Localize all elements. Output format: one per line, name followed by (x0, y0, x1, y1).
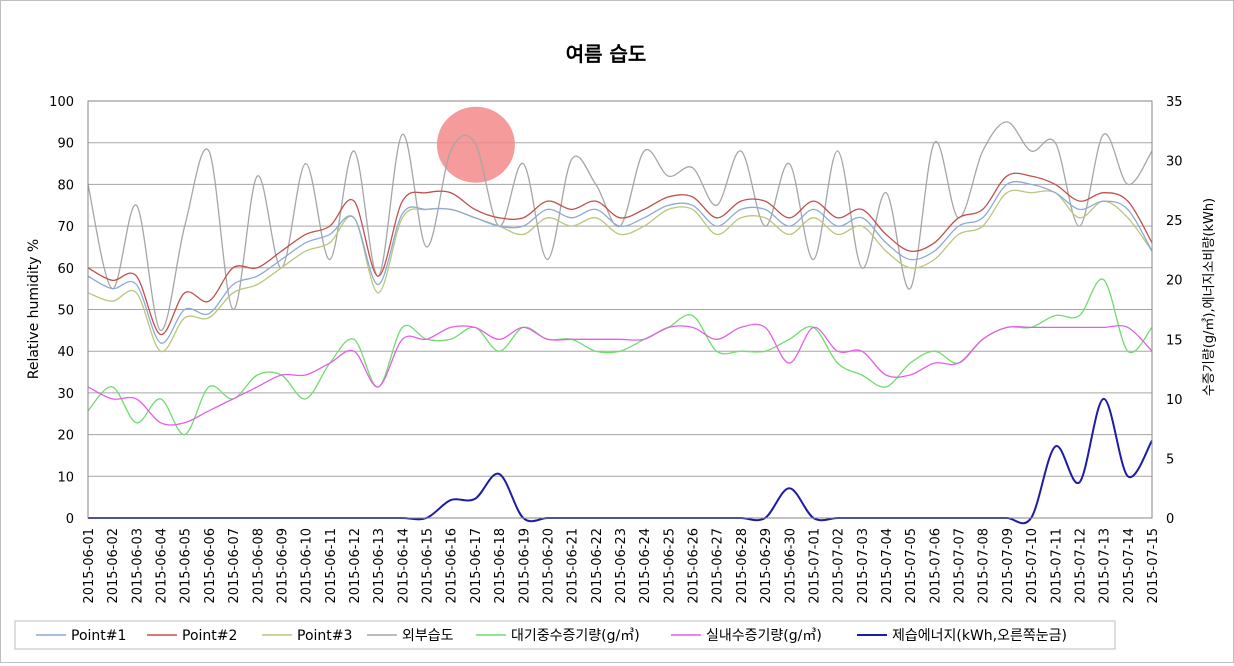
legend-label-point2: Point#2 (182, 628, 237, 644)
legend-label-energy: 제습에너지(kWh,오른쪽눈금) (892, 628, 1067, 644)
y-tick-label-left: 40 (57, 345, 74, 360)
right-tick-labels: 0 5 10 15 20 25 30 35 (1166, 95, 1183, 527)
x-tick-label: 2015-07-05 (904, 528, 919, 604)
x-tick-label: 2015-06-20 (541, 528, 556, 604)
y-tick-label-right: 15 (1166, 333, 1183, 348)
y-tick-label-left: 10 (57, 470, 74, 485)
y-tick-label-left: 100 (49, 95, 74, 110)
x-tick-label: 2015-07-02 (832, 528, 847, 604)
axes-group (87, 100, 1153, 519)
x-tick-label: 2015-06-19 (517, 528, 532, 604)
x-tick-labels: 2015-06-01 2015-06-02 2015-06-03 2015-06-04… (82, 528, 1161, 604)
y-axis-label-left: Relative humidity % (26, 239, 42, 380)
x-tick-label: 2015-06-05 (179, 528, 194, 604)
x-tick-label: 2015-07-15 (1146, 528, 1161, 604)
y-tick-label-right: 20 (1166, 274, 1183, 289)
y-tick-label-right: 0 (1166, 512, 1174, 527)
x-tick-label: 2015-07-01 (807, 528, 822, 604)
x-tick-label: 2015-07-13 (1098, 528, 1113, 604)
y-tick-label-left: 0 (66, 512, 74, 527)
gridlines (88, 100, 1152, 519)
x-tick-label: 2015-07-12 (1073, 528, 1088, 604)
x-tick-label: 2015-07-14 (1122, 528, 1137, 604)
y-tick-label-right: 25 (1166, 214, 1183, 229)
x-tick-label: 2015-06-11 (324, 528, 339, 604)
series-line-point1 (87, 180, 1153, 344)
legend-label-vapor_in: 실내수증기량(g/㎥) (706, 628, 822, 644)
x-tick-label: 2015-06-29 (759, 528, 774, 604)
x-tick-label: 2015-06-26 (687, 528, 702, 604)
x-tick-label: 2015-06-07 (227, 528, 242, 604)
y-tick-label-left: 90 (57, 137, 74, 152)
x-tick-label: 2015-07-04 (880, 528, 895, 604)
y-tick-label-right: 30 (1166, 155, 1183, 170)
y-tick-label-left: 70 (57, 220, 74, 235)
y-tick-label-left: 30 (57, 387, 74, 402)
x-tick-label: 2015-06-17 (469, 528, 484, 604)
x-tick-label: 2015-06-14 (396, 528, 411, 604)
series-line-point3 (87, 189, 1153, 352)
x-tick-label: 2015-06-25 (662, 528, 677, 604)
x-tick-label: 2015-06-24 (638, 528, 653, 604)
x-tick-label: 2015-06-08 (251, 528, 266, 604)
x-tick-label: 2015-07-10 (1025, 528, 1040, 604)
y-tick-label-left: 80 (57, 178, 74, 193)
y-tick-label-left: 60 (57, 262, 74, 277)
x-tick-label: 2015-06-09 (275, 528, 290, 604)
x-tick-label: 2015-07-08 (977, 528, 992, 604)
x-tick-label: 2015-06-01 (82, 528, 97, 604)
x-tick-label: 2015-06-12 (348, 528, 363, 604)
y-axis-label-right: 수증기량(g/㎥),에너지소비량(kWh) (1202, 198, 1217, 396)
legend-box (14, 620, 1116, 650)
x-tick-label: 2015-07-11 (1049, 528, 1064, 604)
chart-title: 여름 습도 (566, 42, 647, 66)
x-tick-label: 2015-06-02 (106, 528, 121, 604)
series-line-vapor_out (87, 278, 1153, 436)
legend-label-outdoor: 외부습도 (402, 628, 454, 644)
plot-area-border (87, 100, 1153, 519)
x-tick-label: 2015-06-23 (614, 528, 629, 604)
series-line-vapor_in (87, 323, 1153, 426)
x-tick-label: 2015-06-21 (566, 528, 581, 604)
x-tick-label: 2015-07-07 (953, 528, 968, 604)
y-tick-label-right: 35 (1166, 95, 1183, 110)
x-tick-label: 2015-07-03 (856, 528, 871, 604)
x-tick-label: 2015-06-28 (735, 528, 750, 604)
x-tick-label: 2015-06-27 (711, 528, 726, 604)
legend-label-point3: Point#3 (297, 628, 352, 644)
y-tick-label-left: 50 (57, 304, 74, 319)
legend-label-point1: Point#1 (71, 628, 126, 644)
series-group (87, 121, 1153, 525)
x-tick-label: 2015-06-16 (445, 528, 460, 604)
x-tick-label: 2015-06-03 (130, 528, 145, 604)
series-line-energy (88, 397, 1153, 525)
legend-label-vapor_out: 대기중수증기량(g/㎥) (511, 628, 640, 644)
x-tick-label: 2015-06-13 (372, 528, 387, 604)
x-tick-label: 2015-06-30 (783, 528, 798, 604)
x-tick-label: 2015-07-06 (928, 528, 943, 604)
x-tick-label: 2015-06-15 (421, 528, 436, 604)
x-tick-label: 2015-06-06 (203, 528, 218, 604)
y-tick-label-right: 5 (1166, 452, 1174, 467)
y-tick-label-right: 10 (1166, 393, 1183, 408)
series-line-point2 (87, 172, 1153, 336)
x-tick-label: 2015-06-22 (590, 528, 605, 604)
y-tick-label-left: 20 (57, 429, 74, 444)
x-tick-label: 2015-06-18 (493, 528, 508, 604)
x-tick-label: 2015-07-09 (1001, 528, 1016, 604)
legend: Point#1 Point#2 Point#3 외부습도 대기중수증기량(g/㎥) 실내수… (14, 620, 1116, 650)
series-line-outdoor (87, 121, 1153, 332)
x-tick-label: 2015-06-04 (155, 528, 170, 604)
left-tick-labels: 0 10 20 30 40 50 60 70 80 90 100 (49, 95, 74, 527)
x-tick-label: 2015-06-10 (300, 528, 315, 604)
